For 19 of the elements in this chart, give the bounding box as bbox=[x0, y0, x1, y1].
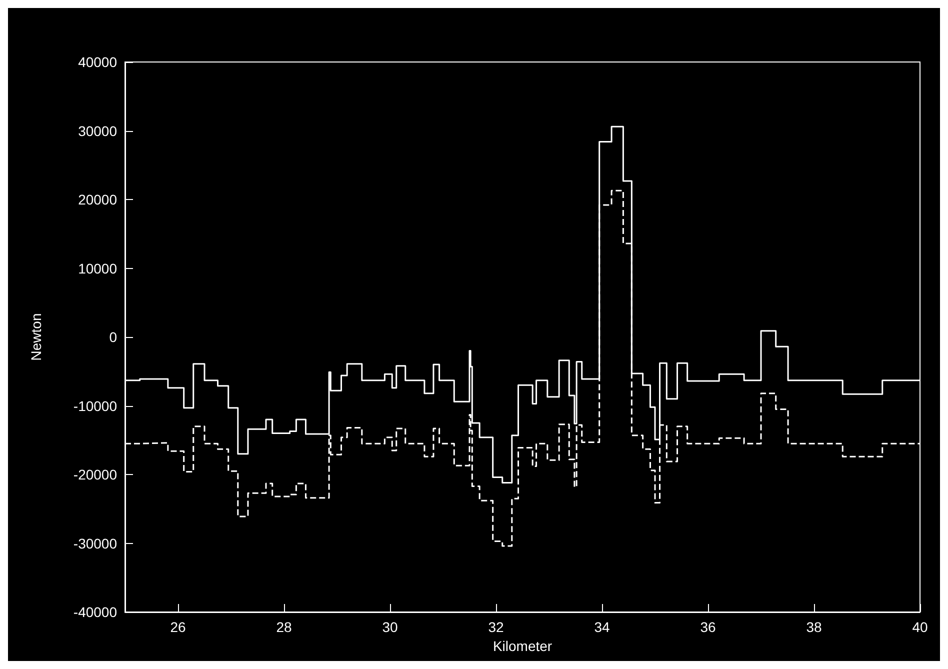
y-axis-title: Newton bbox=[28, 313, 44, 361]
y-tick-label: -40000 bbox=[73, 604, 118, 620]
y-tick-label: 0 bbox=[109, 329, 118, 345]
y-tick-label: -30000 bbox=[73, 535, 118, 552]
x-tick-label: 40 bbox=[912, 619, 928, 635]
x-tick-label: 38 bbox=[806, 619, 822, 635]
y-tick-label: 30000 bbox=[78, 122, 118, 139]
x-tick-label: 30 bbox=[382, 619, 398, 635]
y-tick-label: -10000 bbox=[73, 398, 118, 414]
x-tick-label: 34 bbox=[594, 619, 610, 635]
y-tick-label: -20000 bbox=[73, 466, 118, 482]
x-tick-label: 36 bbox=[700, 619, 716, 635]
x-tick-label: 26 bbox=[170, 619, 186, 635]
y-tick-label: 10000 bbox=[78, 260, 118, 276]
x-axis-title: Kilometer bbox=[492, 638, 552, 654]
y-tick-label: 20000 bbox=[78, 192, 118, 208]
x-tick-label: 32 bbox=[488, 619, 504, 635]
y-tick-label: 40000 bbox=[78, 54, 118, 70]
x-tick-label: 28 bbox=[276, 619, 292, 635]
